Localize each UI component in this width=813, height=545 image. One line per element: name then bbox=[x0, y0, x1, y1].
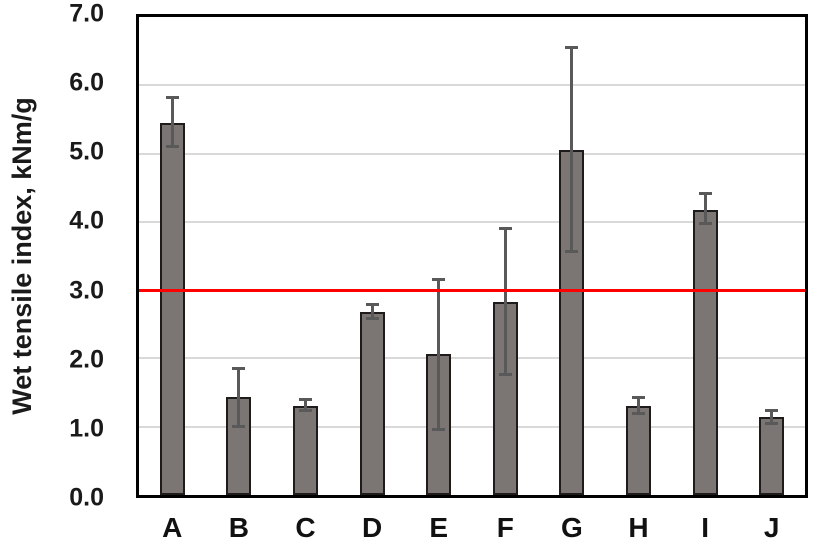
error-bar-cap bbox=[698, 222, 712, 226]
y-tick-label: 1.0 bbox=[69, 414, 104, 443]
gridline bbox=[139, 357, 805, 360]
error-bar-cap bbox=[698, 192, 712, 196]
error-bar-B bbox=[237, 368, 241, 427]
bar-I bbox=[692, 209, 718, 495]
bar-J bbox=[759, 417, 785, 495]
x-category-label-D: D bbox=[361, 512, 383, 543]
reference-line bbox=[139, 288, 805, 292]
gridline bbox=[139, 84, 805, 87]
error-bar-cap bbox=[165, 96, 179, 100]
y-tick-label: 3.0 bbox=[69, 276, 104, 305]
error-bar-J bbox=[770, 410, 774, 424]
bar-H bbox=[626, 405, 651, 495]
x-category-label-I: I bbox=[701, 512, 709, 543]
error-bar-cap bbox=[165, 145, 179, 149]
error-bar-H bbox=[637, 397, 640, 414]
error-bar-cap bbox=[232, 425, 246, 429]
error-bar-cap bbox=[765, 408, 779, 412]
error-bar-A bbox=[170, 97, 174, 147]
y-tick-label: 5.0 bbox=[69, 137, 104, 166]
y-tick-label: 2.0 bbox=[69, 345, 104, 374]
error-bar-cap bbox=[365, 302, 379, 306]
y-tick-label: 6.0 bbox=[69, 68, 104, 97]
error-bar-F bbox=[503, 228, 507, 375]
bar-A bbox=[159, 122, 185, 495]
error-bar-cap bbox=[232, 367, 246, 371]
error-bar-cap bbox=[565, 250, 579, 254]
error-bar-cap bbox=[498, 373, 512, 377]
error-bar-C bbox=[304, 399, 307, 411]
x-category-label-J: J bbox=[763, 512, 780, 543]
error-bar-cap bbox=[432, 427, 446, 431]
error-bar-cap bbox=[432, 278, 446, 282]
y-tick-label: 0.0 bbox=[69, 483, 104, 512]
error-bar-cap bbox=[299, 408, 312, 412]
error-bar-cap bbox=[765, 421, 779, 425]
gridline bbox=[139, 152, 805, 155]
error-bar-cap bbox=[498, 227, 512, 231]
error-bar-cap bbox=[365, 317, 379, 321]
error-bar-G bbox=[570, 47, 574, 252]
error-bar-cap bbox=[632, 411, 645, 415]
x-category-label-G: G bbox=[561, 512, 583, 543]
plot-area bbox=[136, 14, 808, 498]
y-tick-label: 7.0 bbox=[69, 0, 104, 28]
x-category-label-F: F bbox=[496, 512, 514, 543]
error-bar-D bbox=[370, 304, 374, 319]
error-bar-cap bbox=[565, 46, 579, 50]
x-category-label-B: B bbox=[228, 512, 249, 543]
y-axis-tick-labels: 0.0 1.0 2.0 3.0 4.0 5.0 6.0 7.0 bbox=[0, 0, 104, 545]
bar-D bbox=[359, 311, 385, 495]
gridline bbox=[139, 220, 805, 223]
error-bar-cap bbox=[632, 395, 645, 399]
error-bar-E bbox=[437, 279, 441, 430]
gridline bbox=[139, 425, 805, 428]
y-tick-label: 4.0 bbox=[69, 206, 104, 235]
x-category-label-E: E bbox=[429, 512, 449, 543]
x-category-label-H: H bbox=[628, 512, 649, 543]
bar-C bbox=[293, 405, 318, 495]
error-bar-cap bbox=[299, 397, 312, 401]
x-category-label-C: C bbox=[295, 512, 316, 543]
plot-inner bbox=[139, 17, 805, 495]
x-category-label-A: A bbox=[162, 512, 183, 543]
error-bar-I bbox=[703, 193, 707, 224]
